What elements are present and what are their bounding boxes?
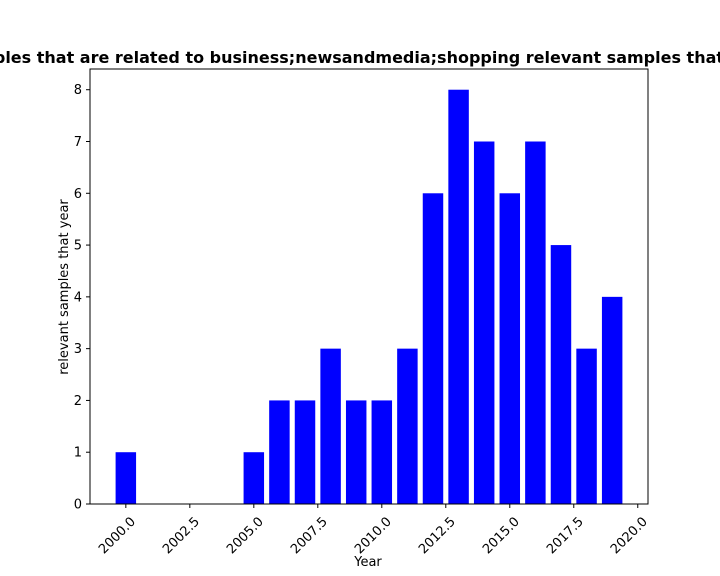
x-axis-ticks: 2000.0 2002.5 2005.0 2007.5 2010.0 2012.5 2015… <box>96 504 651 557</box>
bars <box>115 89 623 505</box>
y-axis-label: relevant samples that year <box>57 199 72 375</box>
x-tick-label: 2007.5 <box>288 514 331 557</box>
bar-2010 <box>371 400 393 504</box>
y-tick-label: 1 <box>74 446 82 461</box>
bar-2013 <box>448 89 469 504</box>
plot-frame <box>89 68 649 505</box>
bar-2017 <box>550 245 572 505</box>
y-axis-ticks: 0 1 2 3 4 5 6 7 8 <box>74 83 90 513</box>
bar-2012 <box>422 193 444 505</box>
x-tick-label: 2015.0 <box>480 514 523 557</box>
y-tick-label: 3 <box>74 342 82 357</box>
bar-2018 <box>576 348 597 504</box>
x-tick-label: 2002.5 <box>160 514 203 557</box>
x-tick-label: 2005.0 <box>224 514 267 557</box>
chart-title: Number of samples that are related to bu… <box>0 48 720 67</box>
x-tick-label: 2020.0 <box>608 514 651 557</box>
bar-2016 <box>525 141 546 504</box>
y-tick-label: 0 <box>74 498 82 513</box>
x-axis-label: Year <box>353 555 382 570</box>
x-tick-label: 2010.0 <box>352 514 395 557</box>
y-tick-label: 5 <box>74 239 82 254</box>
x-tick-label: 2000.0 <box>96 514 139 557</box>
y-tick-label: 4 <box>74 290 82 305</box>
bar-2009 <box>345 400 367 504</box>
bar-2015 <box>499 193 521 505</box>
bar-2005 <box>243 452 265 504</box>
x-tick-label: 2017.5 <box>544 514 587 557</box>
bar-2000 <box>115 452 137 504</box>
axes <box>89 68 649 505</box>
x-tick-label: 2012.5 <box>416 514 459 557</box>
y-tick-label: 8 <box>74 83 82 98</box>
y-tick-label: 6 <box>74 187 82 202</box>
bar-2014 <box>473 141 495 504</box>
y-tick-label: 2 <box>74 394 82 409</box>
bar-2019 <box>601 296 623 504</box>
bar-2008 <box>320 348 341 504</box>
bar-2007 <box>294 400 316 504</box>
y-tick-label: 7 <box>74 135 82 150</box>
bar-2006 <box>269 400 290 504</box>
bar-2011 <box>397 348 418 504</box>
